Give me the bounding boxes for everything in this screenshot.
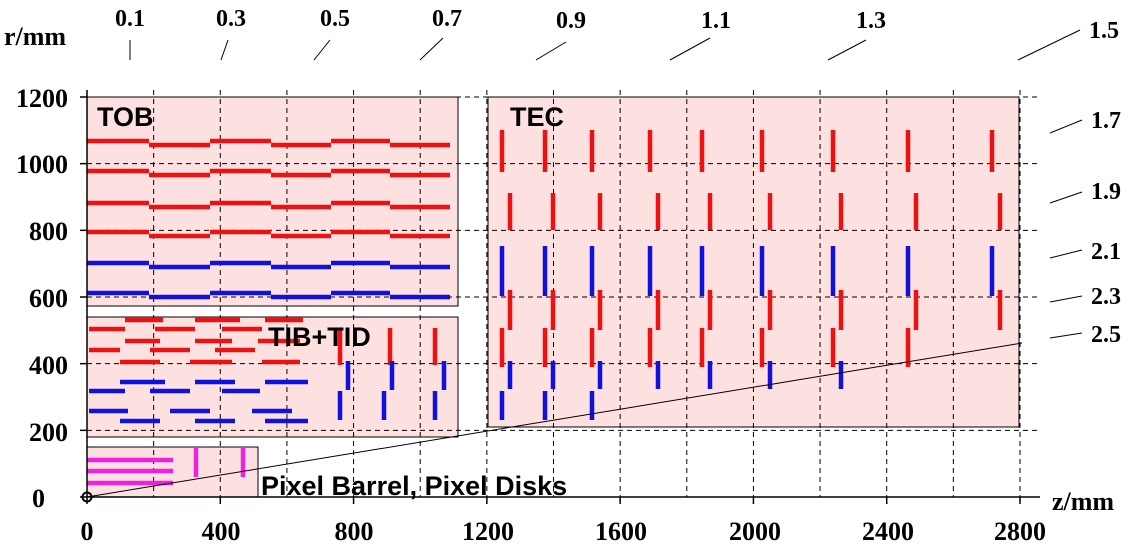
r-tick-label: 600 [29, 284, 68, 313]
grid-lines [87, 90, 1040, 497]
z-tick-label: 2000 [729, 517, 781, 546]
z-tick-label: 1200 [462, 517, 514, 546]
eta-line [1049, 332, 1083, 339]
eta-line [827, 39, 867, 61]
eta-label: 0.1 [115, 6, 145, 32]
z-tick-labels: 0 400 800 1200 1600 2000 2400 2800 [81, 517, 1047, 546]
tib-label: TIB+TID [268, 322, 371, 352]
eta-line [419, 37, 444, 61]
eta-label: 2.5 [1091, 322, 1121, 348]
tob-label: TOB [97, 102, 154, 132]
eta-label: 2.1 [1091, 239, 1121, 265]
eta-label: 1.7 [1091, 108, 1121, 134]
pixel-label: Pixel Barrel, Pixel Disks [261, 471, 567, 501]
r-tick-label: 1000 [16, 150, 68, 179]
eta-line [535, 41, 567, 61]
r-tick-label: 0 [32, 484, 45, 513]
z-tick-label: 2800 [994, 517, 1046, 546]
eta-label: 1.5 [1089, 18, 1119, 44]
z-tick-label: 800 [335, 517, 374, 546]
eta-right-labels: 1.7 1.9 2.1 2.3 2.5 [1091, 108, 1121, 348]
eta-label: 0.5 [320, 6, 350, 32]
eta-line [1049, 119, 1083, 134]
eta-line [220, 39, 229, 61]
z-tick-label: 1600 [595, 517, 647, 546]
z-axis-label: z/mm [1052, 487, 1114, 516]
interaction-point [81, 491, 93, 503]
eta-line [1049, 295, 1083, 303]
eta-label: 0.7 [432, 6, 462, 32]
eta-label: 1.1 [701, 8, 731, 34]
eta-label: 0.9 [556, 8, 586, 34]
detector-modules [87, 130, 1003, 486]
eta-label: 2.3 [1091, 284, 1121, 310]
eta-label: 1.3 [856, 8, 886, 34]
z-tick-label: 2400 [862, 517, 914, 546]
eta-2.5-line [86, 342, 1023, 498]
z-tick-label: 400 [202, 517, 241, 546]
eta-lines [86, 29, 1083, 498]
tec-label: TEC [510, 102, 564, 132]
eta-line [313, 39, 331, 61]
z-tick-label: 0 [81, 517, 94, 546]
eta-line [1017, 29, 1081, 61]
r-tick-label: 400 [29, 351, 68, 380]
r-tick-label: 200 [29, 418, 68, 447]
eta-line [669, 37, 711, 61]
eta-label: 1.9 [1091, 179, 1121, 205]
r-tick-label: 1200 [16, 84, 68, 113]
eta-line [1049, 191, 1083, 204]
eta-line [1049, 249, 1083, 259]
eta-top-labels: 0.1 0.3 0.5 0.7 0.9 1.1 1.3 1.5 [115, 6, 1119, 44]
eta-label: 0.3 [216, 6, 246, 32]
r-tick-labels: 1200 1000 800 600 400 200 0 [16, 84, 68, 513]
r-axis-label: r/mm [4, 22, 66, 51]
tib-region [86, 316, 459, 438]
r-tick-label: 800 [29, 217, 68, 246]
